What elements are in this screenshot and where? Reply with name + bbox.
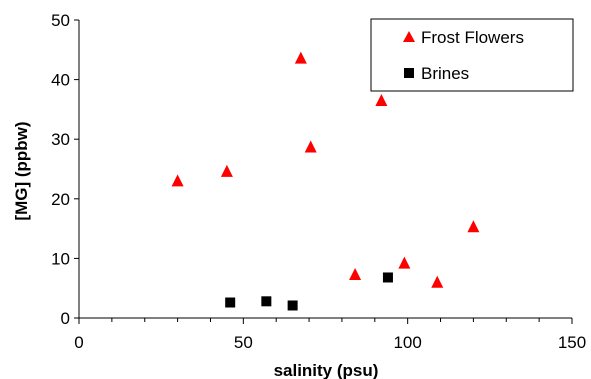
- point-frost-flowers: [304, 140, 317, 153]
- axes: 0 10 20 30 40 50 0 50 100 150: [51, 11, 586, 352]
- y-axis-title: [MG] (ppbw): [12, 121, 31, 220]
- legend-marker-frost-flowers: [403, 31, 415, 42]
- point-brines: [261, 296, 272, 307]
- point-frost-flowers: [171, 174, 184, 187]
- point-frost-flowers: [398, 256, 411, 269]
- y-tick-label: 40: [51, 71, 70, 90]
- legend: Frost Flowers Brines: [403, 28, 524, 83]
- legend-label-brines: Brines: [421, 64, 469, 83]
- data-marks: [171, 51, 480, 311]
- y-tick-label: 10: [51, 249, 70, 268]
- point-frost-flowers: [431, 275, 444, 288]
- x-tick-label: 50: [234, 333, 253, 352]
- point-brines: [287, 300, 298, 311]
- x-tick-label: 100: [393, 333, 421, 352]
- legend-box: [370, 18, 574, 92]
- y-tick-label: 20: [51, 190, 70, 209]
- point-brines: [382, 272, 393, 283]
- y-tick-label: 0: [61, 309, 70, 328]
- x-axis-title: salinity (psu): [274, 361, 379, 379]
- point-frost-flowers: [375, 93, 388, 106]
- x-tick-label: 150: [558, 333, 586, 352]
- x-tick-label: 0: [74, 333, 83, 352]
- point-frost-flowers: [349, 267, 362, 280]
- point-frost-flowers: [467, 220, 480, 233]
- point-frost-flowers: [220, 164, 233, 177]
- y-tick-label: 30: [51, 130, 70, 149]
- legend-label-frost-flowers: Frost Flowers: [421, 28, 524, 47]
- legend-marker-brines: [404, 68, 414, 78]
- y-tick-label: 50: [51, 11, 70, 30]
- point-frost-flowers: [294, 51, 307, 64]
- point-brines: [225, 297, 236, 308]
